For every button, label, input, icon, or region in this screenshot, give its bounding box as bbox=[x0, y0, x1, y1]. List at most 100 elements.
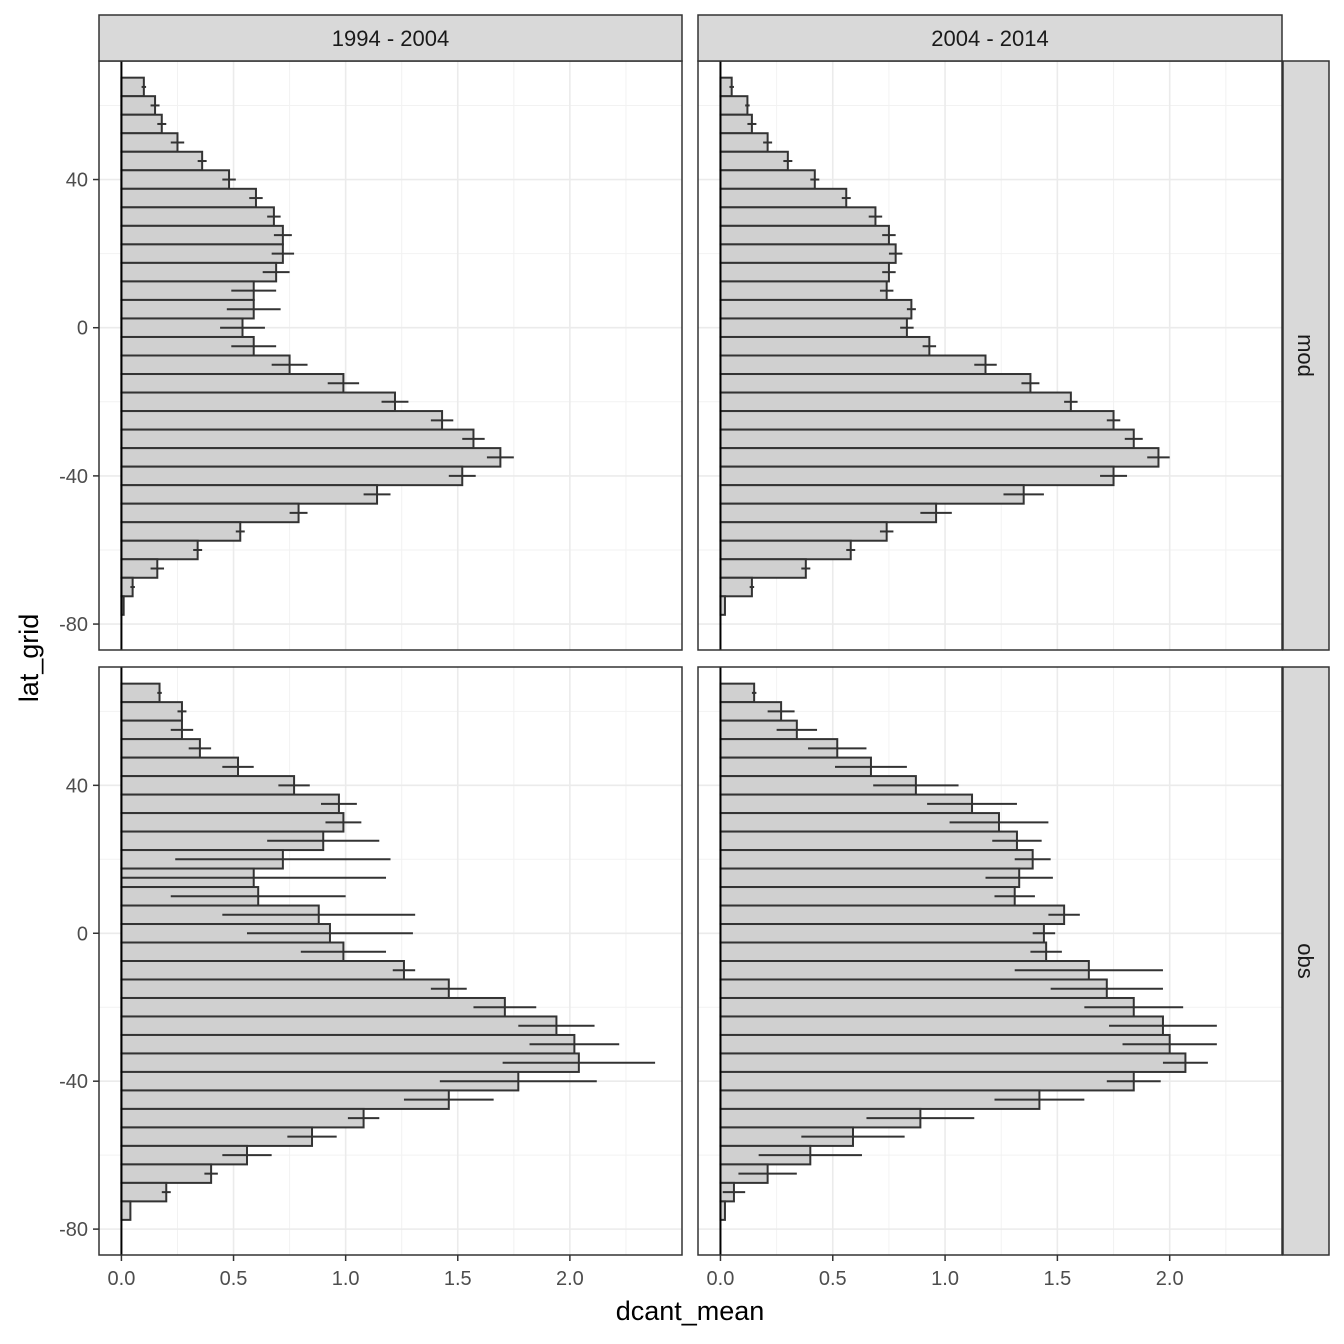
bar bbox=[120, 996, 506, 1018]
bar bbox=[120, 484, 379, 505]
bar bbox=[719, 867, 1021, 889]
row-strip-label: obs bbox=[1293, 943, 1318, 978]
bar bbox=[719, 830, 1018, 852]
bar bbox=[120, 812, 345, 833]
bar bbox=[719, 1015, 1164, 1036]
bar bbox=[719, 1089, 1041, 1110]
bar bbox=[719, 941, 1048, 963]
x-tick-label: 0.0 bbox=[707, 1268, 735, 1290]
bar bbox=[719, 1052, 1187, 1073]
bar bbox=[719, 539, 852, 561]
bar bbox=[120, 224, 284, 246]
bar bbox=[120, 206, 275, 227]
x-tick-label: 0.0 bbox=[108, 1268, 136, 1290]
x-tick-label: 1.0 bbox=[931, 1268, 959, 1290]
bar bbox=[719, 169, 816, 190]
frame-layer: 1994 - 2004 2004 - 2014 mod obs 0.0 0.5 1.0 1.5… bbox=[59, 14, 1330, 1290]
bar bbox=[120, 756, 240, 778]
bar bbox=[120, 261, 278, 283]
bar bbox=[719, 923, 1045, 944]
x-tick-label: 1.0 bbox=[332, 1268, 360, 1290]
bar bbox=[719, 576, 753, 598]
bar bbox=[120, 1015, 558, 1036]
y-tick-label: -40 bbox=[59, 466, 88, 488]
bar bbox=[120, 187, 257, 209]
bar bbox=[120, 354, 291, 376]
row-strip bbox=[1282, 666, 1330, 1256]
y-tick-label: 0 bbox=[77, 318, 88, 340]
bar bbox=[719, 113, 753, 135]
x-tick-label: 1.5 bbox=[1043, 1268, 1071, 1290]
bar bbox=[120, 539, 199, 561]
column-strip-label: 2004 - 2014 bbox=[931, 26, 1048, 51]
bar bbox=[719, 391, 1072, 413]
bar bbox=[719, 280, 888, 301]
bar bbox=[120, 1089, 450, 1110]
bar bbox=[120, 1107, 365, 1129]
x-tick-label: 1.5 bbox=[444, 1268, 472, 1290]
bar bbox=[120, 465, 464, 487]
bar bbox=[120, 738, 201, 759]
y-tick-label: 40 bbox=[66, 170, 88, 192]
bar bbox=[120, 682, 161, 704]
bar bbox=[719, 373, 1032, 394]
bar bbox=[719, 410, 1115, 431]
bar bbox=[120, 132, 179, 153]
row-strip bbox=[1282, 60, 1330, 651]
y-tick-label: -80 bbox=[59, 1219, 88, 1241]
bar bbox=[120, 1200, 132, 1221]
bar bbox=[719, 996, 1135, 1018]
y-tick-label: 0 bbox=[77, 923, 88, 945]
y-tick-label: -80 bbox=[59, 614, 88, 636]
bar bbox=[120, 1033, 576, 1055]
bar bbox=[719, 521, 888, 542]
bar bbox=[719, 502, 938, 524]
bar bbox=[120, 95, 157, 116]
bar bbox=[120, 701, 183, 722]
y-axis-title: lat_grid bbox=[14, 614, 44, 703]
bar bbox=[120, 410, 444, 431]
bar bbox=[120, 447, 502, 468]
bar bbox=[120, 521, 242, 542]
bar bbox=[719, 206, 877, 227]
panel-border bbox=[697, 666, 1283, 1256]
bar bbox=[719, 484, 1025, 505]
x-tick-label: 2.0 bbox=[556, 1268, 584, 1290]
bar bbox=[719, 428, 1135, 450]
bar bbox=[719, 261, 890, 283]
bar bbox=[719, 354, 987, 376]
bar bbox=[719, 682, 756, 704]
bar bbox=[120, 775, 296, 796]
column-strip bbox=[697, 14, 1283, 62]
x-tick-label: 2.0 bbox=[1156, 1268, 1184, 1290]
column-strip bbox=[98, 14, 683, 62]
bar bbox=[120, 1163, 213, 1184]
x-axis-title: dcant_mean bbox=[616, 1296, 765, 1326]
bar bbox=[120, 1126, 314, 1147]
bar bbox=[719, 465, 1115, 487]
bar bbox=[719, 150, 789, 172]
bar bbox=[120, 428, 475, 450]
bar bbox=[120, 502, 300, 524]
column-strip-label: 1994 - 2004 bbox=[332, 26, 449, 51]
bar bbox=[719, 978, 1108, 999]
bar bbox=[120, 373, 345, 394]
bar bbox=[120, 113, 163, 135]
bar-layer bbox=[120, 76, 1217, 1221]
y-tick-label: -40 bbox=[59, 1071, 88, 1093]
bar bbox=[120, 150, 204, 172]
panel-border bbox=[98, 666, 683, 1256]
bar bbox=[120, 76, 145, 98]
bar bbox=[719, 224, 890, 246]
bar bbox=[719, 558, 807, 579]
bar bbox=[719, 298, 913, 320]
bar bbox=[719, 849, 1034, 870]
row-strip-label: mod bbox=[1293, 334, 1318, 377]
bar bbox=[719, 95, 749, 116]
x-tick-label: 0.5 bbox=[220, 1268, 248, 1290]
bar bbox=[120, 169, 231, 190]
bar bbox=[120, 243, 284, 264]
bar bbox=[719, 904, 1066, 926]
y-tick-label: 40 bbox=[66, 775, 88, 797]
